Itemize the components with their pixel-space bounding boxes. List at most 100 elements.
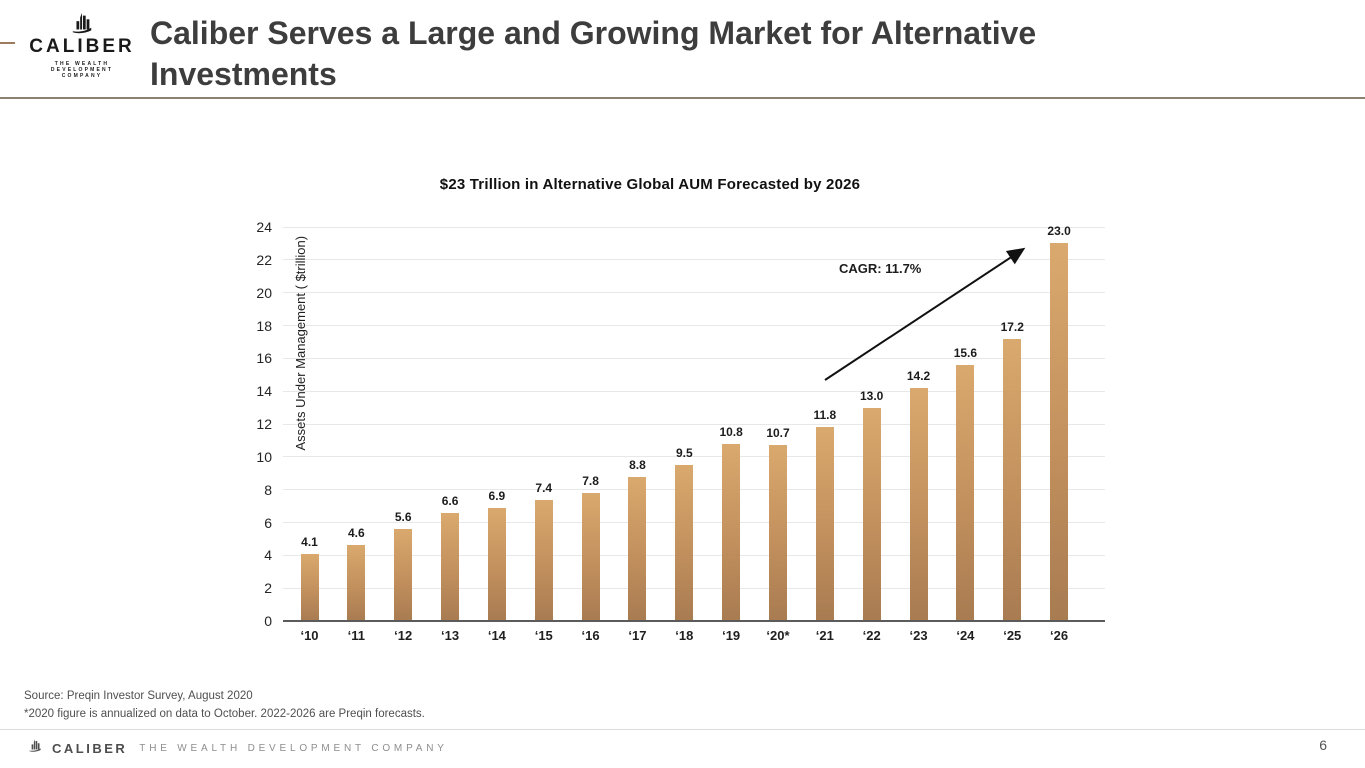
x-tick-label: ‘16 — [581, 628, 600, 643]
header-divider — [0, 97, 1365, 99]
y-tick-label: 14 — [256, 383, 272, 400]
x-tick-label: ‘18 — [675, 628, 694, 643]
y-tick-label: 12 — [256, 416, 272, 432]
x-tick-label: ‘11 — [347, 628, 366, 643]
bar — [534, 499, 553, 621]
header-logo: CALIBER THE WEALTH DEVELOPMENT COMPANY — [24, 11, 140, 79]
y-tick-label: 6 — [264, 514, 272, 531]
x-tick-label: ‘14 — [487, 628, 506, 643]
bar — [909, 387, 928, 621]
page-title: Caliber Serves a Large and Growing Marke… — [150, 13, 1250, 95]
bar-value-label: 15.6 — [953, 345, 978, 360]
x-tick-label: ‘19 — [722, 628, 741, 643]
gridline — [283, 423, 1105, 425]
bar-value-label: 17.2 — [1000, 319, 1024, 334]
y-tick-label: 24 — [256, 219, 272, 235]
page-title-line2: Investments — [150, 56, 337, 92]
bar — [956, 364, 975, 621]
x-tick-label: ‘10 — [300, 628, 319, 643]
bar — [394, 529, 413, 621]
bar — [441, 512, 460, 621]
y-tick-label: 20 — [256, 284, 272, 301]
x-tick-label: ‘23 — [909, 628, 928, 643]
bar-value-label: 7.4 — [535, 480, 553, 495]
gridline — [283, 259, 1105, 261]
gridline — [283, 390, 1105, 392]
bar — [347, 545, 366, 621]
page-title-line1: Caliber Serves a Large and Growing Marke… — [150, 15, 1037, 51]
bar — [769, 445, 787, 621]
x-tick-label: ‘12 — [394, 628, 413, 643]
x-tick-label: ‘15 — [534, 628, 553, 643]
bar — [628, 476, 647, 621]
bar-value-label: 14.2 — [906, 368, 931, 383]
footer-building-icon — [26, 738, 44, 758]
footer-brand-name: CALIBER — [52, 740, 128, 756]
x-tick-label: ‘26 — [1050, 628, 1069, 643]
bar-value-label: 13.0 — [860, 388, 884, 403]
footer-brand-block: CALIBER THE WEALTH DEVELOPMENT COMPANY — [26, 738, 448, 758]
y-tick-label: 18 — [256, 317, 272, 334]
bar-value-label: 9.5 — [675, 446, 693, 461]
bar-value-label: 5.6 — [394, 510, 412, 525]
footer-tagline: THE WEALTH DEVELOPMENT COMPANY — [139, 742, 448, 754]
bar — [722, 443, 741, 621]
bar — [862, 407, 881, 621]
x-tick-label: ‘21 — [815, 628, 834, 643]
gridline — [283, 325, 1105, 326]
gridline — [283, 226, 1105, 228]
x-axis-line — [283, 620, 1105, 622]
bar-value-label: 23.0 — [1047, 224, 1071, 239]
y-tick-label: 2 — [264, 580, 272, 597]
logo-tagline-line2: COMPANY — [61, 73, 103, 79]
y-tick-label: 22 — [256, 251, 272, 268]
bar — [1003, 338, 1022, 621]
footnote-asterisk: *2020 figure is annualized on data to Oc… — [24, 708, 425, 720]
footer: CALIBER THE WEALTH DEVELOPMENT COMPANY 6 — [0, 729, 1365, 768]
y-tick-label: 0 — [264, 613, 272, 629]
x-tick-label: ‘22 — [862, 628, 881, 643]
bar-value-label: 10.7 — [766, 426, 790, 441]
edge-accent-dash — [0, 42, 15, 44]
gridline — [283, 456, 1105, 458]
x-tick-label: ‘25 — [1003, 628, 1022, 643]
gridline — [283, 489, 1105, 491]
y-tick-label: 16 — [256, 350, 272, 367]
logo-tagline: THE WEALTH DEVELOPMENT COMPANY — [24, 61, 140, 79]
x-tick-label: ‘24 — [956, 628, 975, 643]
y-axis-title: Assets Under Management ( $trillion) — [292, 235, 308, 451]
page-number: 6 — [1319, 737, 1327, 753]
cagr-annotation: CAGR: 11.7% — [839, 261, 922, 276]
bar-value-label: 11.8 — [813, 408, 837, 423]
bar — [815, 427, 834, 621]
y-tick-label: 10 — [256, 448, 272, 465]
logo-wordmark: CALIBER — [29, 36, 135, 57]
chart-title: $23 Trillion in Alternative Global AUM F… — [439, 176, 861, 193]
gridline — [283, 554, 1105, 556]
bar — [300, 553, 319, 621]
bar-value-label: 6.9 — [488, 488, 506, 503]
gridline — [283, 522, 1105, 523]
logo-tagline-line1: THE WEALTH DEVELOPMENT — [50, 61, 114, 73]
x-tick-label: ‘13 — [441, 628, 460, 643]
bar-value-label: 7.8 — [582, 473, 599, 488]
bar — [1050, 243, 1069, 621]
source-note: Source: Preqin Investor Survey, August 2… — [24, 690, 253, 702]
bar-value-label: 4.1 — [301, 534, 318, 549]
bar — [581, 492, 600, 621]
y-tick-label: 8 — [264, 481, 272, 498]
bar-value-label: 6.6 — [441, 493, 459, 508]
bar — [675, 465, 694, 621]
gridline — [283, 587, 1105, 589]
bar-value-label: 4.6 — [348, 526, 365, 541]
building-icon — [24, 11, 140, 35]
x-tick-label: ‘17 — [628, 628, 647, 643]
y-tick-label: 4 — [264, 547, 272, 564]
gridline — [283, 357, 1105, 359]
bar — [487, 507, 506, 621]
gridline — [283, 292, 1105, 294]
x-tick-label: ‘20* — [766, 628, 790, 643]
bar-value-label: 8.8 — [629, 457, 646, 472]
